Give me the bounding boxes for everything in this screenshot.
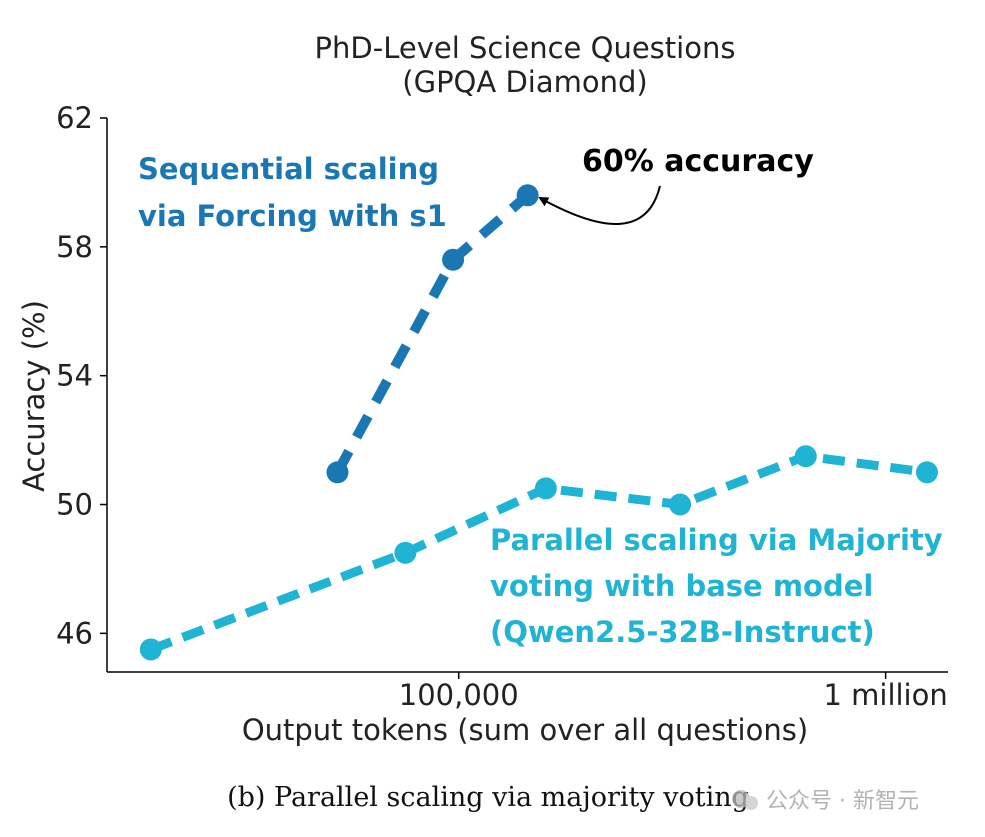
data-point-1-2 bbox=[534, 477, 557, 500]
x-axis-label: Output tokens (sum over all questions) bbox=[242, 713, 808, 747]
sequential-label-line-1: Sequential scaling bbox=[138, 152, 439, 186]
data-point-1-5 bbox=[915, 461, 938, 484]
data-point-0-1 bbox=[442, 248, 465, 271]
series-line-0 bbox=[333, 191, 531, 475]
y-tick-label-50: 50 bbox=[56, 488, 93, 522]
y-tick-label-58: 58 bbox=[56, 230, 93, 264]
y-tick-label-62: 62 bbox=[56, 101, 93, 135]
x-ticks: 100,000 1 million bbox=[399, 672, 948, 712]
data-point-1-1 bbox=[394, 541, 417, 564]
parallel-label-line-3: (Qwen2.5-32B-Instruct) bbox=[490, 615, 875, 649]
watermark: 公众号 · 新智元 bbox=[732, 789, 919, 814]
data-point-0-2 bbox=[516, 184, 539, 207]
x-tick-label-1: 1 million bbox=[823, 678, 947, 712]
sequential-label-line-2: via Forcing with s1 bbox=[138, 199, 447, 233]
y-axis-label: Accuracy (%) bbox=[17, 300, 51, 492]
y-tick-label-46: 46 bbox=[56, 616, 93, 650]
series-sequential bbox=[326, 184, 539, 484]
parallel-label-line-2: voting with base model bbox=[490, 569, 873, 603]
parallel-label-line-1: Parallel scaling via Majority bbox=[490, 523, 943, 557]
wechat-icon-bubble bbox=[744, 796, 758, 810]
series-line-1 bbox=[149, 451, 928, 654]
accuracy-annotation: 60% accuracy bbox=[582, 144, 814, 179]
data-point-0-0 bbox=[326, 461, 349, 484]
annotation-arrow bbox=[538, 185, 661, 226]
data-point-1-4 bbox=[794, 445, 817, 468]
y-ticks: 46 50 54 58 62 bbox=[56, 101, 107, 650]
data-point-1-0 bbox=[139, 638, 162, 661]
figure-caption: (b) Parallel scaling via majority voting bbox=[227, 782, 749, 813]
series-layer bbox=[139, 184, 938, 661]
watermark-text: 公众号 · 新智元 bbox=[766, 789, 919, 814]
chart-subtitle: (GPQA Diamond) bbox=[402, 65, 647, 99]
chart-title: PhD-Level Science Questions bbox=[315, 31, 736, 65]
series-parallel bbox=[139, 445, 938, 661]
y-tick-label-54: 54 bbox=[56, 359, 93, 393]
x-tick-label-0: 100,000 bbox=[399, 678, 519, 712]
data-point-1-3 bbox=[669, 493, 692, 516]
